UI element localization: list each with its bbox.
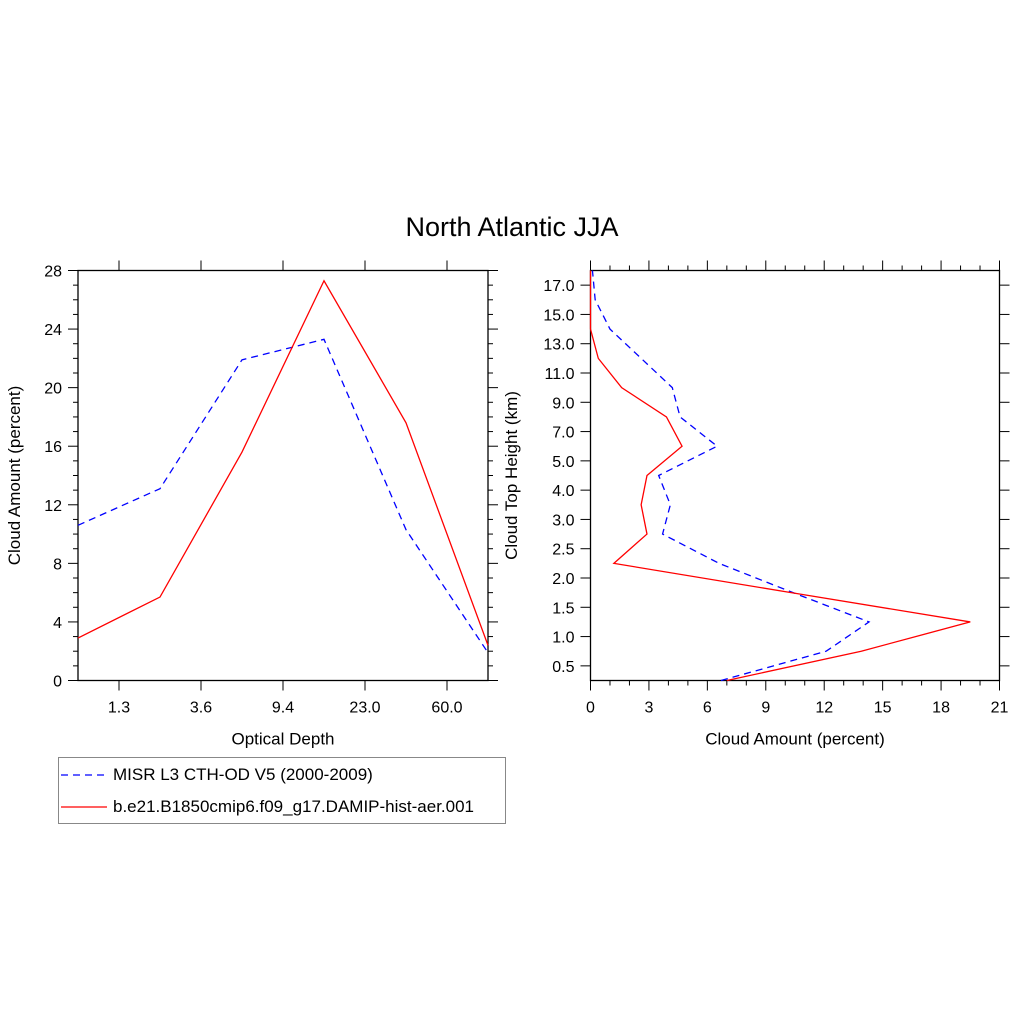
y-axis-label: Cloud Top Height (km)	[502, 391, 521, 560]
y-tick-label: 4	[53, 615, 62, 632]
y-tick-label: 16	[44, 439, 62, 456]
y-tick-label: 17.0	[543, 278, 574, 295]
legend-swatch-solid-red	[61, 806, 107, 808]
plot-frame-left	[77, 269, 489, 682]
x-axis-label: Cloud Amount (percent)	[705, 730, 885, 749]
x-tick-label: 9	[761, 700, 770, 717]
x-tick-label: 6	[703, 700, 712, 717]
legend-label: MISR L3 CTH-OD V5 (2000-2009)	[113, 765, 373, 784]
y-tick-label: 5.0	[552, 454, 574, 471]
y-tick-label: 7.0	[552, 425, 574, 442]
y-tick-label: 2.0	[552, 571, 574, 588]
legend-swatch-dashed-blue	[61, 774, 107, 776]
y-tick-label: 28	[44, 264, 62, 281]
x-tick-label: 23.0	[349, 700, 380, 717]
series-line-model	[77, 279, 489, 646]
chart-title: North Atlantic JJA	[405, 212, 619, 242]
y-tick-label: 12	[44, 498, 62, 515]
y-tick-label: 11.0	[545, 366, 575, 383]
x-tick-label: 60.0	[431, 700, 462, 717]
legend: MISR L3 CTH-OD V5 (2000-2009) b.e21.B185…	[58, 757, 506, 824]
x-tick-label: 0	[586, 700, 595, 717]
series-line-misr	[591, 270, 871, 682]
y-tick-label: 1.5	[552, 600, 574, 617]
y-tick-label: 1.0	[552, 630, 574, 647]
legend-item-obs: MISR L3 CTH-OD V5 (2000-2009)	[59, 760, 373, 790]
x-axis-label: Optical Depth	[232, 730, 335, 749]
x-tick-label: 18	[932, 700, 950, 717]
x-tick-label: 1.3	[108, 700, 130, 717]
x-tick-label: 3.6	[190, 700, 212, 717]
series-line-misr	[77, 338, 489, 654]
y-tick-label: 3.0	[552, 512, 574, 529]
y-tick-label: 2.5	[552, 542, 574, 559]
y-tick-label: 8	[53, 556, 62, 573]
x-tick-label: 15	[874, 700, 892, 717]
y-tick-label: 4.0	[552, 483, 574, 500]
y-tick-label: 13.0	[543, 337, 574, 354]
y-tick-label: 24	[44, 322, 62, 339]
x-tick-label: 12	[815, 700, 833, 717]
x-tick-label: 21	[991, 700, 1009, 717]
y-tick-label: 0.5	[552, 659, 574, 676]
y-tick-label: 0	[53, 674, 62, 691]
y-tick-label: 20	[44, 381, 62, 398]
series-line-model	[589, 270, 971, 682]
y-axis-label: Cloud Amount (percent)	[5, 386, 24, 566]
legend-label: b.e21.B1850cmip6.f09_g17.DAMIP-hist-aer.…	[113, 797, 475, 816]
y-tick-label: 9.0	[552, 395, 574, 412]
x-tick-label: 9.4	[272, 700, 294, 717]
plot-frame-right	[589, 269, 1001, 682]
y-tick-label: 15.0	[543, 307, 574, 324]
x-tick-label: 3	[644, 700, 653, 717]
legend-item-model: b.e21.B1850cmip6.f09_g17.DAMIP-hist-aer.…	[59, 792, 474, 822]
